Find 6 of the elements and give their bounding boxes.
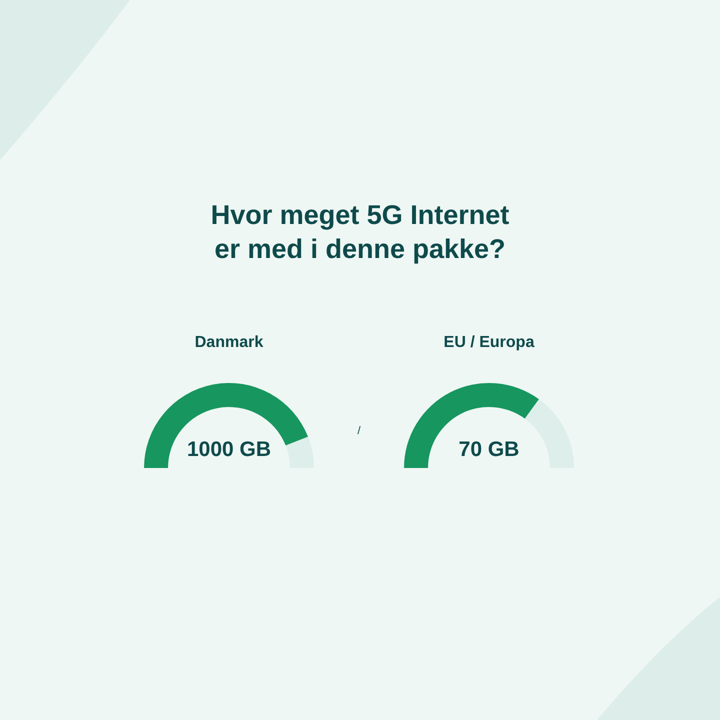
text: / <box>357 425 362 437</box>
chart-subtitle: Danmark <box>194 334 264 351</box>
chart-title: Hvor meget 5G Internet er med i denne pakke? <box>210 200 510 264</box>
text: 70 GB <box>458 438 520 461</box>
text: 1000 GB <box>186 438 272 461</box>
chart-subtitle: EU / Europa <box>444 334 534 351</box>
